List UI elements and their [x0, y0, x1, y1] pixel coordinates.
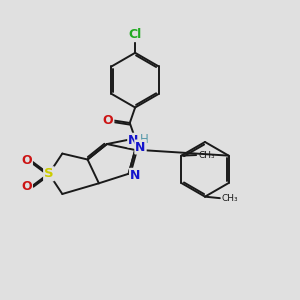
- Text: N: N: [128, 134, 139, 147]
- Text: H: H: [140, 133, 149, 146]
- Text: CH₃: CH₃: [222, 194, 238, 203]
- Text: N: N: [135, 140, 146, 154]
- Text: S: S: [44, 167, 54, 180]
- Text: O: O: [21, 154, 32, 167]
- Text: O: O: [21, 180, 32, 194]
- Text: Cl: Cl: [128, 28, 142, 41]
- Text: CH₃: CH₃: [198, 151, 215, 160]
- Text: N: N: [130, 169, 140, 182]
- Text: O: O: [103, 114, 113, 127]
